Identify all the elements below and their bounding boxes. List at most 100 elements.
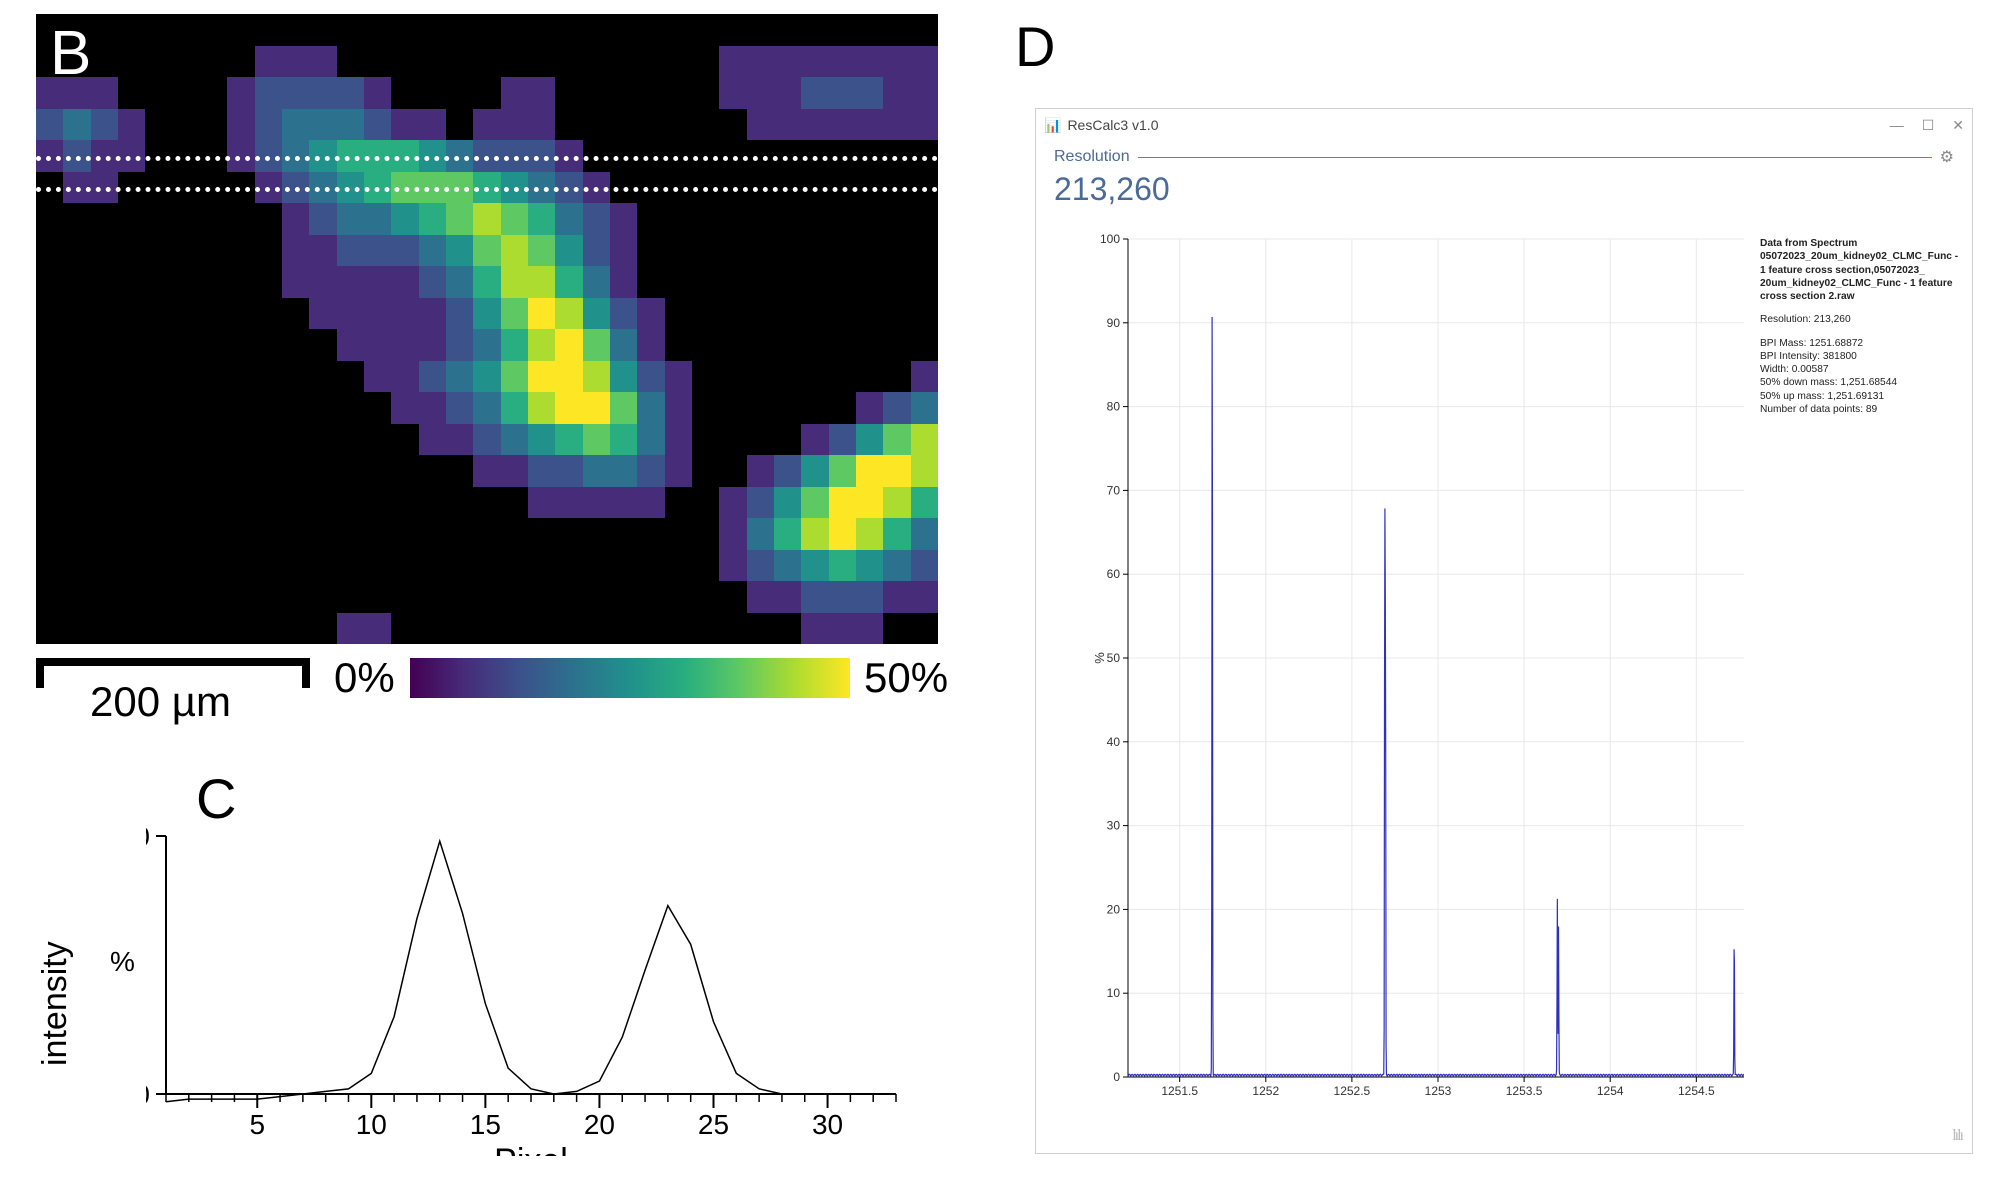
heatmap-cell [118, 298, 145, 330]
heatmap-cell [665, 392, 692, 424]
heatmap-cell [118, 455, 145, 487]
heatmap-cell [883, 266, 910, 298]
heatmap-cell [282, 550, 309, 582]
heatmap-cell [583, 235, 610, 267]
heatmap-cell [91, 455, 118, 487]
heatmap-cell [337, 424, 364, 456]
heatmap-cell [364, 266, 391, 298]
heatmap-cell [446, 266, 473, 298]
svg-text:15: 15 [470, 1109, 501, 1140]
svg-text:1252.5: 1252.5 [1334, 1084, 1371, 1098]
heatmap-cell [145, 235, 172, 267]
heatmap-cell [364, 298, 391, 330]
heatmap-cell [801, 487, 828, 519]
svg-text:1254: 1254 [1597, 1084, 1624, 1098]
heatmap-cell [856, 235, 883, 267]
heatmap-cell [501, 77, 528, 109]
heatmap-cell [501, 329, 528, 361]
heatmap-cell [774, 109, 801, 141]
heatmap-cell [555, 235, 582, 267]
heatmap-cell [145, 487, 172, 519]
heatmap-cell [364, 581, 391, 613]
heatmap-cell [747, 424, 774, 456]
heatmap-cell [63, 487, 90, 519]
svg-text:1253.5: 1253.5 [1506, 1084, 1543, 1098]
heatmap-cell [200, 613, 227, 645]
heatmap-cell [883, 298, 910, 330]
heatmap-cell [63, 361, 90, 393]
heatmap-cell [309, 109, 336, 141]
heatmap-cell [309, 487, 336, 519]
heatmap-cell [555, 613, 582, 645]
heatmap-cell [801, 77, 828, 109]
heatmap-cell [419, 266, 446, 298]
heatmap-cell [145, 455, 172, 487]
heatmap-cell [692, 14, 719, 46]
heatmap-cell [637, 266, 664, 298]
heatmap-cell [473, 613, 500, 645]
heatmap-cell [309, 46, 336, 78]
heatmap-cell [391, 109, 418, 141]
heatmap-cell [63, 518, 90, 550]
heatmap-cell [583, 361, 610, 393]
heatmap-cell [200, 46, 227, 78]
heatmap-cell [473, 550, 500, 582]
gear-icon[interactable]: ⚙ [1940, 147, 1954, 167]
heatmap-cell [419, 109, 446, 141]
heatmap-cell [555, 361, 582, 393]
heatmap-cell [555, 550, 582, 582]
heatmap-cell [637, 361, 664, 393]
heatmap-cell [719, 550, 746, 582]
heatmap-cell [419, 424, 446, 456]
close-icon[interactable]: ✕ [1952, 117, 1964, 134]
heatmap-cell [446, 613, 473, 645]
scalebar-tick-right [302, 658, 310, 688]
svg-text:%: % [1092, 652, 1107, 664]
maximize-icon[interactable]: ☐ [1922, 117, 1935, 134]
heatmap-cell [36, 329, 63, 361]
spectrum-plot-area: 01020304050607080901001251.512521252.512… [1092, 229, 1744, 1109]
heatmap-cell [309, 361, 336, 393]
heatmap-cell [391, 77, 418, 109]
heatmap-cell [911, 235, 938, 267]
heatmap-cell [665, 266, 692, 298]
panel-c-chart: 010051015202530Pixel [146, 816, 936, 1156]
heatmap-cell [63, 455, 90, 487]
heatmap-cell [692, 298, 719, 330]
heatmap-cell [719, 298, 746, 330]
heatmap-cell [774, 235, 801, 267]
heatmap-cell [883, 203, 910, 235]
heatmap-cell [419, 361, 446, 393]
heatmap-cell [282, 613, 309, 645]
heatmap-cell [692, 392, 719, 424]
roi-dotted-line [36, 156, 938, 161]
heatmap-cell [255, 455, 282, 487]
heatmap-cell [473, 203, 500, 235]
heatmap-cell [883, 424, 910, 456]
heatmap-image [36, 14, 938, 644]
heatmap-cell [391, 581, 418, 613]
heatmap-cell [555, 487, 582, 519]
heatmap-cell [200, 203, 227, 235]
minimize-icon[interactable]: — [1890, 117, 1904, 134]
heatmap-cell [255, 361, 282, 393]
heatmap-cell [309, 329, 336, 361]
heatmap-cell [856, 361, 883, 393]
heatmap-cell [446, 392, 473, 424]
heatmap-cell [173, 487, 200, 519]
heatmap-cell [473, 581, 500, 613]
heatmap-cell [227, 203, 254, 235]
heatmap-cell [856, 518, 883, 550]
heatmap-cell [255, 203, 282, 235]
svg-text:30: 30 [1107, 819, 1121, 833]
heatmap-cell [391, 487, 418, 519]
heatmap-cell [856, 203, 883, 235]
heatmap-cell [200, 487, 227, 519]
heatmap-cell [173, 518, 200, 550]
heatmap-cell [91, 392, 118, 424]
heatmap-cell [446, 329, 473, 361]
heatmap-cell [747, 109, 774, 141]
heatmap-cell [583, 77, 610, 109]
heatmap-cell [446, 77, 473, 109]
heatmap-cell [665, 14, 692, 46]
